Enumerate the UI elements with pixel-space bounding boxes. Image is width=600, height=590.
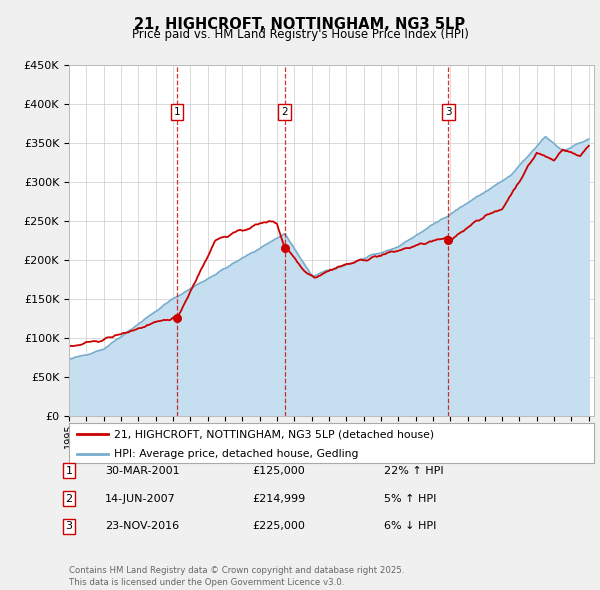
Text: £214,999: £214,999 bbox=[252, 494, 305, 503]
Text: 5% ↑ HPI: 5% ↑ HPI bbox=[384, 494, 436, 503]
Text: 21, HIGHCROFT, NOTTINGHAM, NG3 5LP (detached house): 21, HIGHCROFT, NOTTINGHAM, NG3 5LP (deta… bbox=[113, 430, 434, 440]
Text: £125,000: £125,000 bbox=[252, 466, 305, 476]
Text: £225,000: £225,000 bbox=[252, 522, 305, 531]
Text: 3: 3 bbox=[445, 107, 452, 117]
Text: 21, HIGHCROFT, NOTTINGHAM, NG3 5LP: 21, HIGHCROFT, NOTTINGHAM, NG3 5LP bbox=[134, 17, 466, 31]
Text: 6% ↓ HPI: 6% ↓ HPI bbox=[384, 522, 436, 531]
Text: 30-MAR-2001: 30-MAR-2001 bbox=[105, 466, 179, 476]
Text: 2: 2 bbox=[65, 494, 73, 503]
Text: 2: 2 bbox=[281, 107, 288, 117]
Text: 23-NOV-2016: 23-NOV-2016 bbox=[105, 522, 179, 531]
Text: 14-JUN-2007: 14-JUN-2007 bbox=[105, 494, 176, 503]
Text: 1: 1 bbox=[65, 466, 73, 476]
Text: 3: 3 bbox=[65, 522, 73, 531]
Text: 1: 1 bbox=[174, 107, 181, 117]
Text: Price paid vs. HM Land Registry's House Price Index (HPI): Price paid vs. HM Land Registry's House … bbox=[131, 28, 469, 41]
Text: 22% ↑ HPI: 22% ↑ HPI bbox=[384, 466, 443, 476]
Text: Contains HM Land Registry data © Crown copyright and database right 2025.
This d: Contains HM Land Registry data © Crown c… bbox=[69, 566, 404, 587]
Text: HPI: Average price, detached house, Gedling: HPI: Average price, detached house, Gedl… bbox=[113, 450, 358, 460]
